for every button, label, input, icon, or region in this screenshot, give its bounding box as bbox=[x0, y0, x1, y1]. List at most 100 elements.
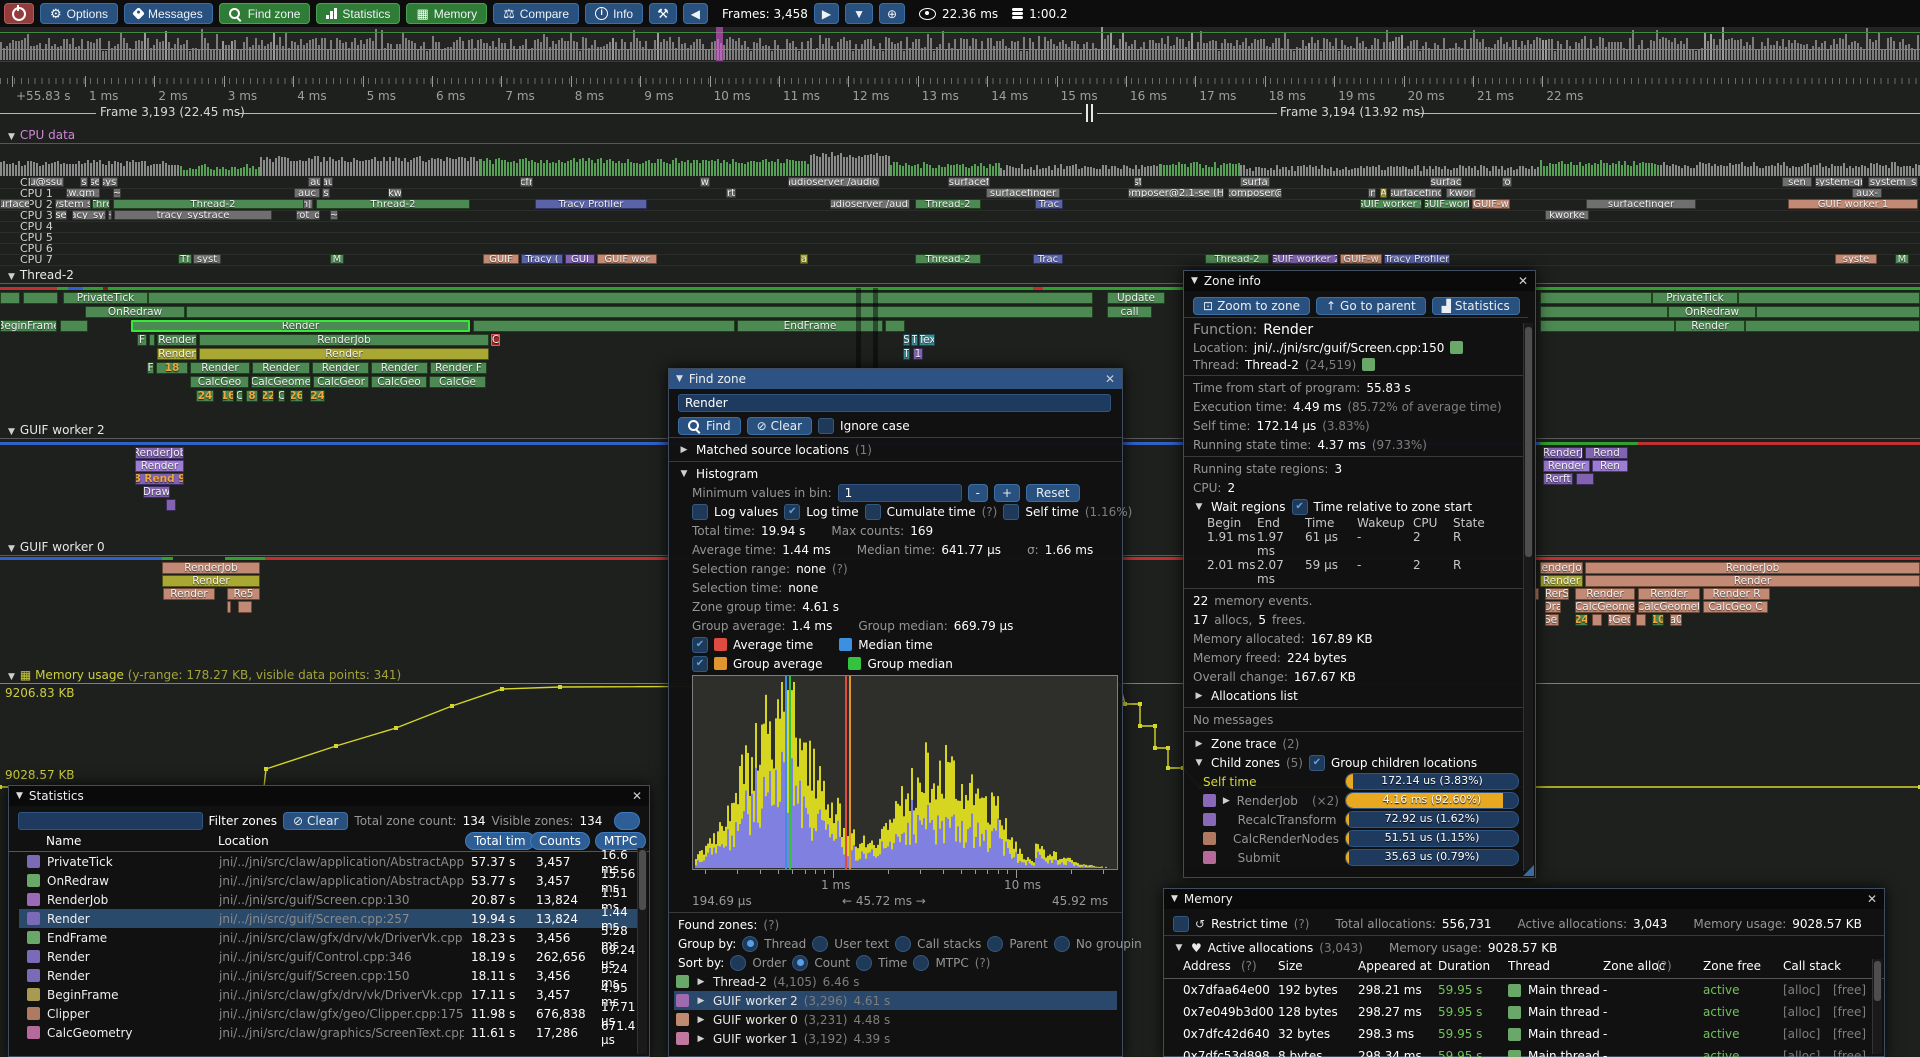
sort-by-radio-time[interactable] bbox=[856, 954, 873, 971]
timeline-zone[interactable]: Render bbox=[157, 348, 197, 360]
cpu-zone[interactable]: se bbox=[55, 210, 67, 220]
allocation-row[interactable]: 0x7e049b3d00 128 bytes 298.27 ms 59.95 s Mai… bbox=[1173, 1001, 1866, 1023]
cpu-zone[interactable]: syst bbox=[102, 177, 118, 187]
child-zone-row[interactable]: ▶ RenderJob (×2) 4.16 ms (92.60%) bbox=[1203, 791, 1519, 810]
cpu-zone[interactable]: s bbox=[322, 188, 330, 198]
timeline-zone[interactable]: 24 bbox=[310, 390, 325, 402]
group-by-radio-user-text[interactable] bbox=[812, 935, 829, 952]
expander-icon[interactable]: ▼ bbox=[8, 272, 15, 282]
timeline-zone[interactable]: Rerft bbox=[1543, 473, 1573, 485]
settings-pill-button[interactable] bbox=[614, 811, 640, 830]
next-frame-button[interactable]: ▶ bbox=[813, 3, 840, 24]
column-header-total-time[interactable]: Total tim bbox=[465, 831, 535, 850]
timeline-zone[interactable]: Render bbox=[1540, 575, 1583, 587]
cpu-zone[interactable]: kw bbox=[388, 188, 402, 198]
timeline-zone[interactable]: Render bbox=[135, 460, 184, 472]
selected-frame-marker[interactable] bbox=[716, 27, 723, 61]
timeline-zone[interactable]: Render R bbox=[1703, 588, 1770, 600]
cpu-zone[interactable]: system se bbox=[55, 199, 91, 209]
log-time-checkbox[interactable] bbox=[784, 503, 801, 520]
find-zone-histogram[interactable] bbox=[692, 675, 1118, 870]
found-zone-group[interactable]: ▶ GUIF worker 1 (3,192) 4.39 s bbox=[674, 1029, 1117, 1048]
table-row[interactable]: CalcGeometry jni/../jni/src/claw/graphics… bbox=[19, 1019, 647, 1047]
frame-label[interactable]: Frame 3,193 (22.45 ms) bbox=[100, 105, 245, 119]
restrict-time-checkbox[interactable] bbox=[1173, 915, 1189, 932]
expander-icon[interactable]: ▶ bbox=[680, 444, 688, 455]
wait-column-header[interactable]: Time bbox=[1305, 516, 1335, 530]
timeline-zone[interactable] bbox=[148, 292, 1093, 304]
expander-icon[interactable]: ▶ bbox=[697, 995, 705, 1006]
crosshair-button[interactable]: ⊕ bbox=[878, 3, 906, 24]
cpu-zone[interactable]: GUIF worker 2 bbox=[1272, 254, 1338, 264]
cpu-zone[interactable]: surfaceg bbox=[0, 199, 30, 209]
cpu-zone[interactable]: kw.gm s bbox=[66, 188, 100, 198]
sort-by-radio-mtpc[interactable] bbox=[913, 954, 930, 971]
table-row[interactable]: RenderJob jni/../jni/src/guif/Screen.cpp:… bbox=[19, 886, 647, 914]
callstack-free-link[interactable]: [free] bbox=[1833, 983, 1867, 997]
timeline-zone[interactable] bbox=[1540, 306, 1668, 318]
collapse-icon[interactable]: ▼ bbox=[1191, 276, 1198, 286]
cpu-zone[interactable]: st bbox=[1134, 177, 1142, 187]
frame-overview-strip[interactable] bbox=[0, 27, 1920, 62]
close-icon[interactable]: ✕ bbox=[1517, 274, 1528, 288]
timeline-zone[interactable]: Dra bbox=[1545, 601, 1561, 613]
cpu-zone[interactable]: ~ bbox=[108, 210, 112, 220]
column-header-counts[interactable]: Counts bbox=[530, 831, 590, 850]
group-by-radio-thread[interactable] bbox=[742, 935, 759, 952]
wait-column-header[interactable]: Begin bbox=[1207, 516, 1242, 530]
timeline-zone[interactable]: OnRedraw bbox=[1668, 306, 1756, 318]
timeline-zone[interactable] bbox=[1576, 473, 1594, 485]
cpu-zone[interactable]: rol bbox=[1502, 177, 1512, 187]
cpu-zone[interactable]: GUI bbox=[565, 254, 595, 264]
cpu-zone[interactable]: ~ bbox=[113, 188, 121, 198]
cpu-zone[interactable]: tracy_sysn bbox=[72, 210, 106, 220]
cpu-zone[interactable]: au bbox=[323, 177, 333, 187]
expander-icon[interactable]: ▼ bbox=[8, 427, 15, 437]
callstack-free-link[interactable]: [free] bbox=[1833, 1005, 1867, 1019]
go-down-button[interactable]: ▼ bbox=[845, 3, 873, 24]
allocation-row[interactable]: 0x7dfaa64e00 192 bytes 298.21 ms 59.95 s Mai… bbox=[1173, 979, 1866, 1001]
expander-icon[interactable]: ▶ bbox=[697, 1014, 705, 1025]
table-row[interactable]: EndFrame jni/../jni/src/claw/gfx/drv/vk/D… bbox=[19, 924, 647, 952]
timeline-zone[interactable]: 8 Rend 9 bbox=[135, 473, 184, 485]
statistics-button[interactable]: ▟ Statistics bbox=[1431, 296, 1520, 315]
prev-frame-button[interactable]: ◀ bbox=[682, 3, 708, 24]
cpu-zone[interactable]: syste bbox=[1835, 254, 1877, 264]
timeline-zone[interactable]: PrivateTick bbox=[1652, 292, 1738, 304]
timeline-zone[interactable]: Render bbox=[162, 575, 260, 587]
wait-region-row[interactable]: 1.91 ms 1.97 ms 61 µs -2 R bbox=[1207, 530, 1519, 558]
cpu-zone[interactable]: audioserver /audio bbox=[830, 199, 910, 209]
cpu-zone[interactable]: composer@ bbox=[1228, 188, 1282, 198]
expander-icon[interactable]: ▼ bbox=[8, 132, 15, 142]
cpu-zone[interactable]: surfac bbox=[1430, 177, 1462, 187]
timeline-zone[interactable]: 8 bbox=[246, 390, 258, 402]
timeline-zone[interactable]: a0 bbox=[1670, 614, 1682, 626]
column-header-appeared-at[interactable]: Appeared at bbox=[1358, 959, 1432, 973]
timeline-zone[interactable]: OnRedraw bbox=[85, 306, 185, 318]
resize-grip[interactable] bbox=[1523, 865, 1534, 876]
column-header-size[interactable]: Size bbox=[1278, 959, 1303, 973]
search-input[interactable] bbox=[678, 394, 1111, 412]
cpu-zone[interactable]: surfacefing bbox=[1390, 188, 1442, 198]
column-header-address[interactable]: Address bbox=[1183, 959, 1231, 973]
timeline-zone[interactable]: Tex bbox=[919, 334, 935, 346]
cpu-zone[interactable]: Trac bbox=[1035, 199, 1063, 209]
scrollbar[interactable] bbox=[637, 848, 647, 1054]
options-button[interactable]: ⚙ Options bbox=[40, 3, 119, 24]
cpu-zone[interactable]: surfacefinger bbox=[1586, 199, 1696, 209]
close-icon[interactable]: ✕ bbox=[1104, 372, 1115, 386]
timeline-zone[interactable] bbox=[1592, 614, 1602, 626]
close-icon[interactable]: ✕ bbox=[631, 789, 642, 803]
sort-by-radio-count[interactable] bbox=[792, 954, 809, 971]
relative-time-checkbox[interactable] bbox=[1291, 498, 1308, 515]
timeline-zone[interactable]: Render F bbox=[430, 362, 487, 374]
callstack-free-link[interactable]: [free] bbox=[1833, 1027, 1867, 1041]
timeline-zone[interactable]: RenderJ bbox=[1543, 447, 1583, 459]
callstack-free-link[interactable]: [free] bbox=[1833, 1049, 1867, 1057]
found-zone-group[interactable]: ▶ Thread-2 (4,105) 6.46 s bbox=[674, 972, 1117, 991]
timeline-zone[interactable] bbox=[238, 601, 252, 613]
cpu-data-header[interactable]: ▼ CPU data bbox=[8, 128, 75, 142]
timeline-zone[interactable]: 22 bbox=[262, 390, 274, 402]
timeline-zone[interactable]: T bbox=[911, 334, 918, 346]
table-row[interactable]: BeginFrame jni/../jni/src/claw/gfx/drv/vk… bbox=[19, 981, 647, 1009]
